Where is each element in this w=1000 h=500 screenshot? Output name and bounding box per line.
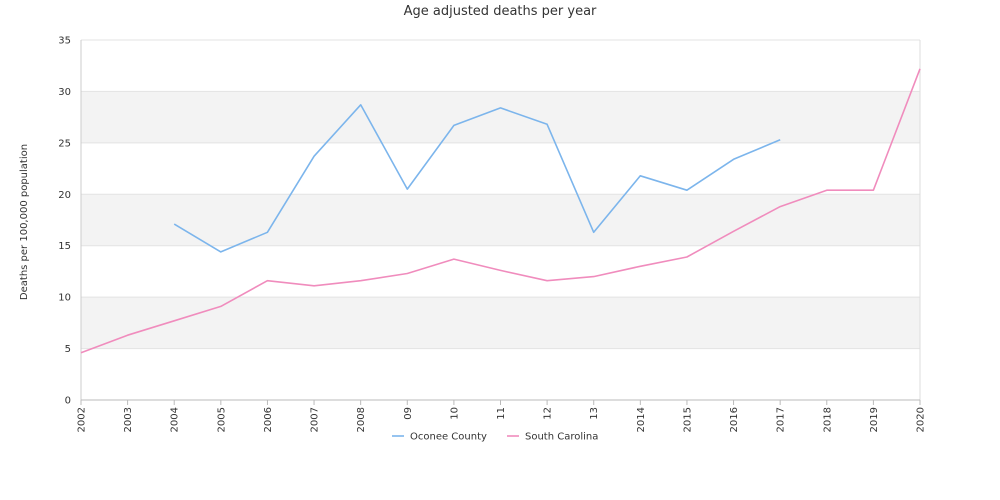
x-tick-label: 13 [589,407,600,420]
x-tick-label: 2016 [729,407,740,432]
x-tick-label: 2002 [77,407,88,432]
grid-bands [81,91,920,349]
y-tick-label: 10 [58,293,71,304]
legend-label: Oconee County [410,432,487,443]
x-tick-label: 2007 [310,407,321,432]
x-tick-label: 2005 [216,407,227,432]
x-tick-label: 09 [403,407,414,420]
chart-title: Age adjusted deaths per year [404,4,597,19]
x-tick-label: 2008 [356,407,367,432]
x-tick-label: 12 [543,407,554,420]
x-tick-label: 2003 [123,407,134,432]
grid-band [81,194,920,246]
x-tick-label: 11 [496,407,507,420]
series-line [173,104,781,253]
grid-band [81,91,920,143]
legend: Oconee County South Carolina [392,432,598,443]
y-tick-label: 30 [58,87,71,98]
x-tick-label: 2018 [822,407,833,432]
x-tick-label: 2017 [776,407,787,432]
x-tick-label: 10 [449,407,460,420]
series-line [80,68,921,354]
x-tick-label: 2019 [869,407,880,432]
tick-labels: 0 5 10 15 20 25 30 35 2002 2003 2004 2005 2006 2007 20… [58,36,926,433]
x-tick-label: 2015 [682,407,693,432]
x-tick-label: 2004 [170,407,181,432]
grid-band [81,297,920,349]
axes [80,40,921,405]
x-tick-label: 2014 [636,407,647,432]
y-tick-label: 25 [58,138,71,149]
y-tick-label: 15 [58,241,71,252]
y-axis-title: Deaths per 100,000 population [19,144,30,300]
x-tick-label: 2006 [263,407,274,432]
y-tick-label: 35 [58,36,71,47]
legend-label: South Carolina [525,432,598,443]
y-tick-label: 5 [65,344,71,355]
x-tick-label: 2020 [916,407,927,432]
y-tick-label: 0 [65,396,71,407]
y-tick-label: 20 [58,190,71,201]
series-lines [80,68,921,354]
